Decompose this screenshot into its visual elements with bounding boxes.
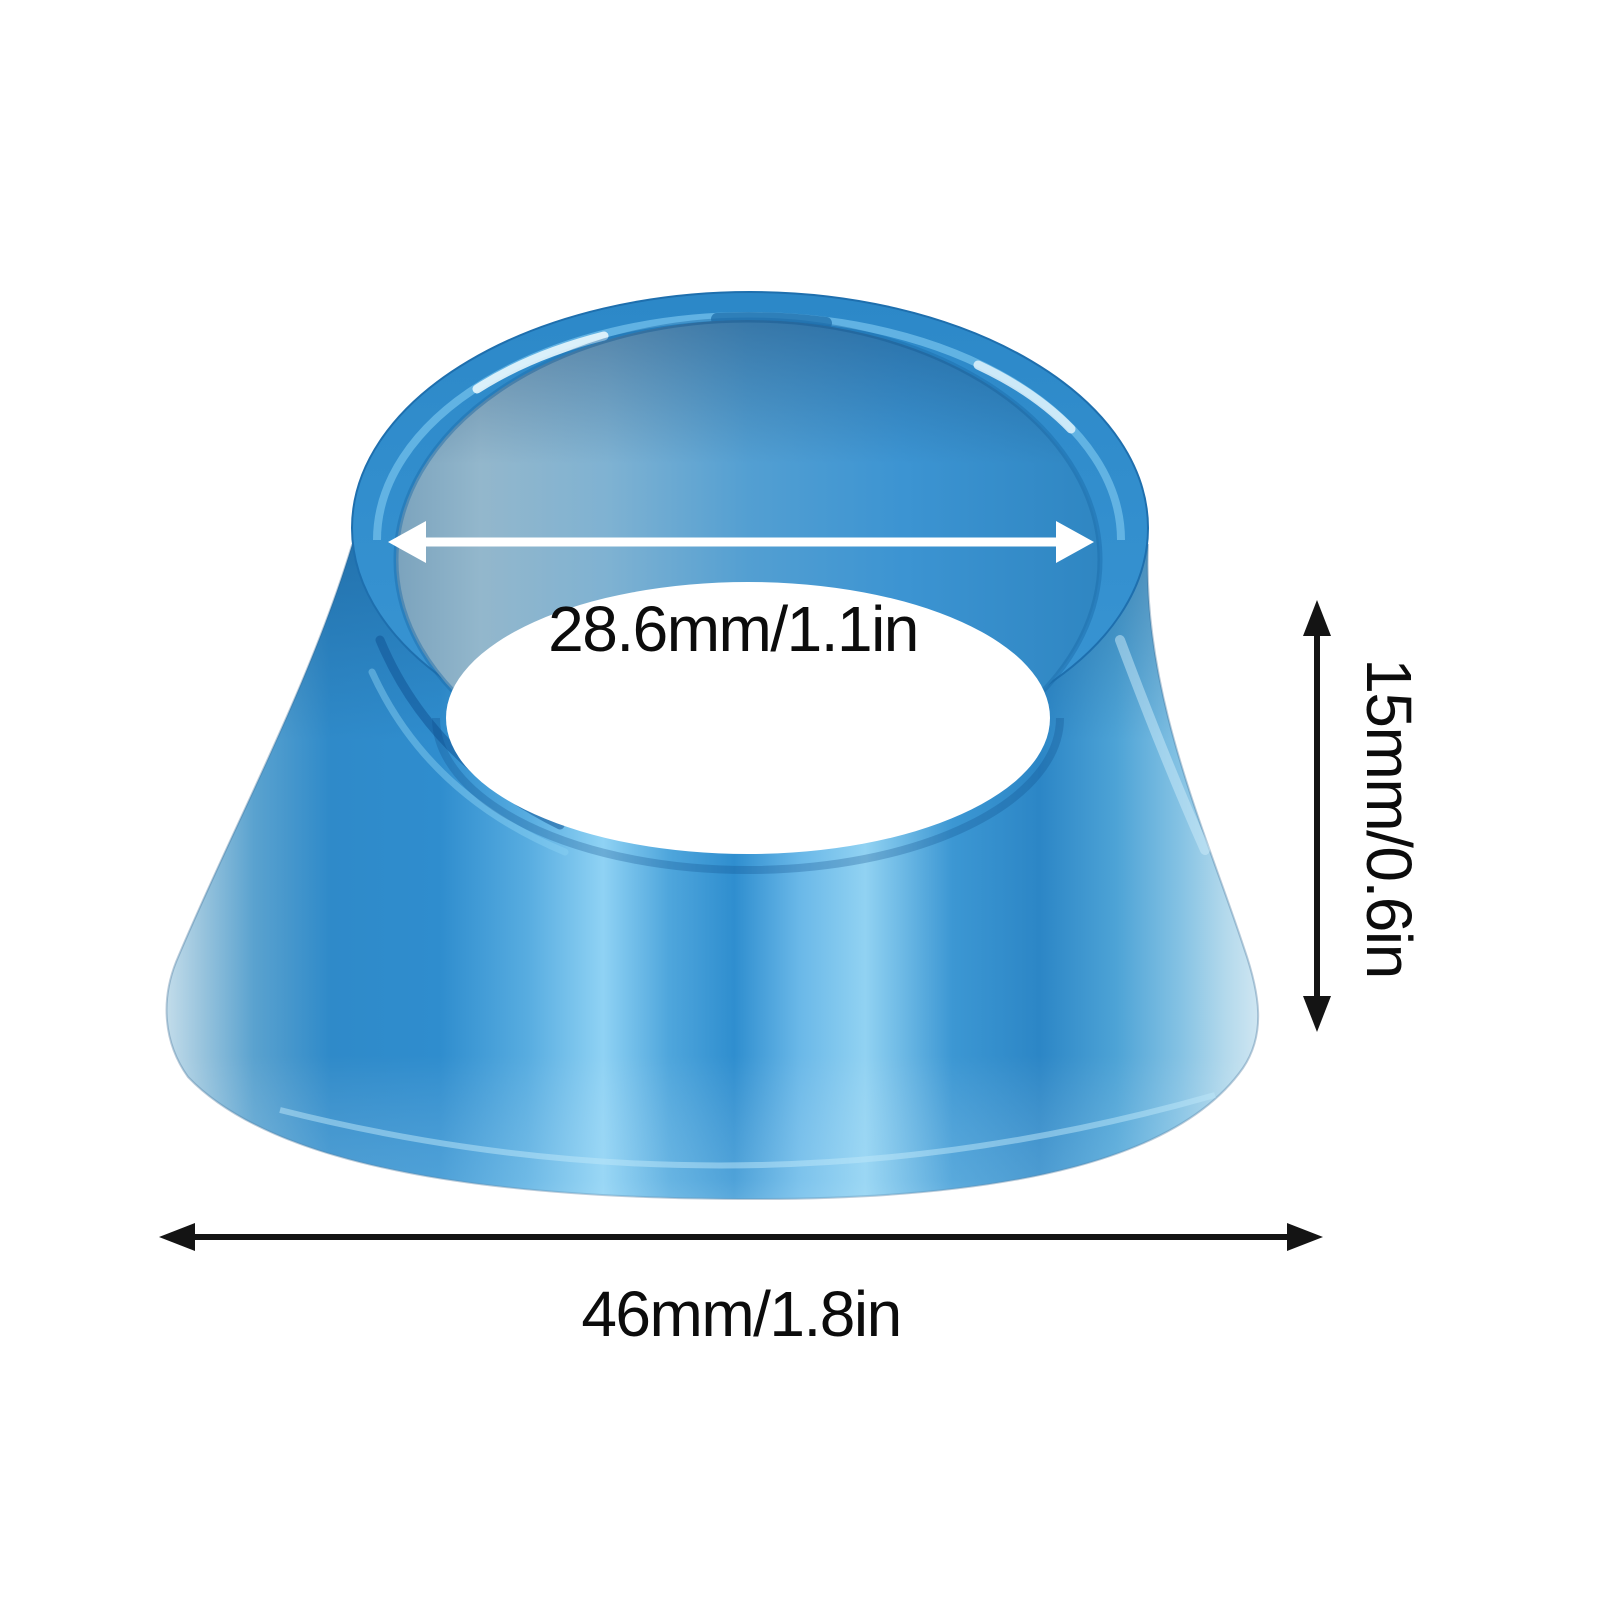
inner-diameter-arrow	[388, 521, 1094, 563]
skirt-bottom-caustic	[279, 1092, 1216, 1169]
center-hole	[446, 582, 1050, 854]
rim-chamfer-highlights	[373, 312, 1125, 541]
outer-diameter-label: 46mm/1.8in	[581, 1278, 902, 1350]
hole-rim-shadow	[432, 717, 1064, 874]
height-label: 15mm/0.6in	[1353, 658, 1425, 978]
height-dimension-arrow	[1303, 600, 1331, 1032]
width-dimension-arrow	[159, 1223, 1323, 1251]
skirt-right-highlight	[1115, 635, 1210, 855]
inner-diameter-label: 28.6mm/1.1in	[548, 593, 919, 665]
